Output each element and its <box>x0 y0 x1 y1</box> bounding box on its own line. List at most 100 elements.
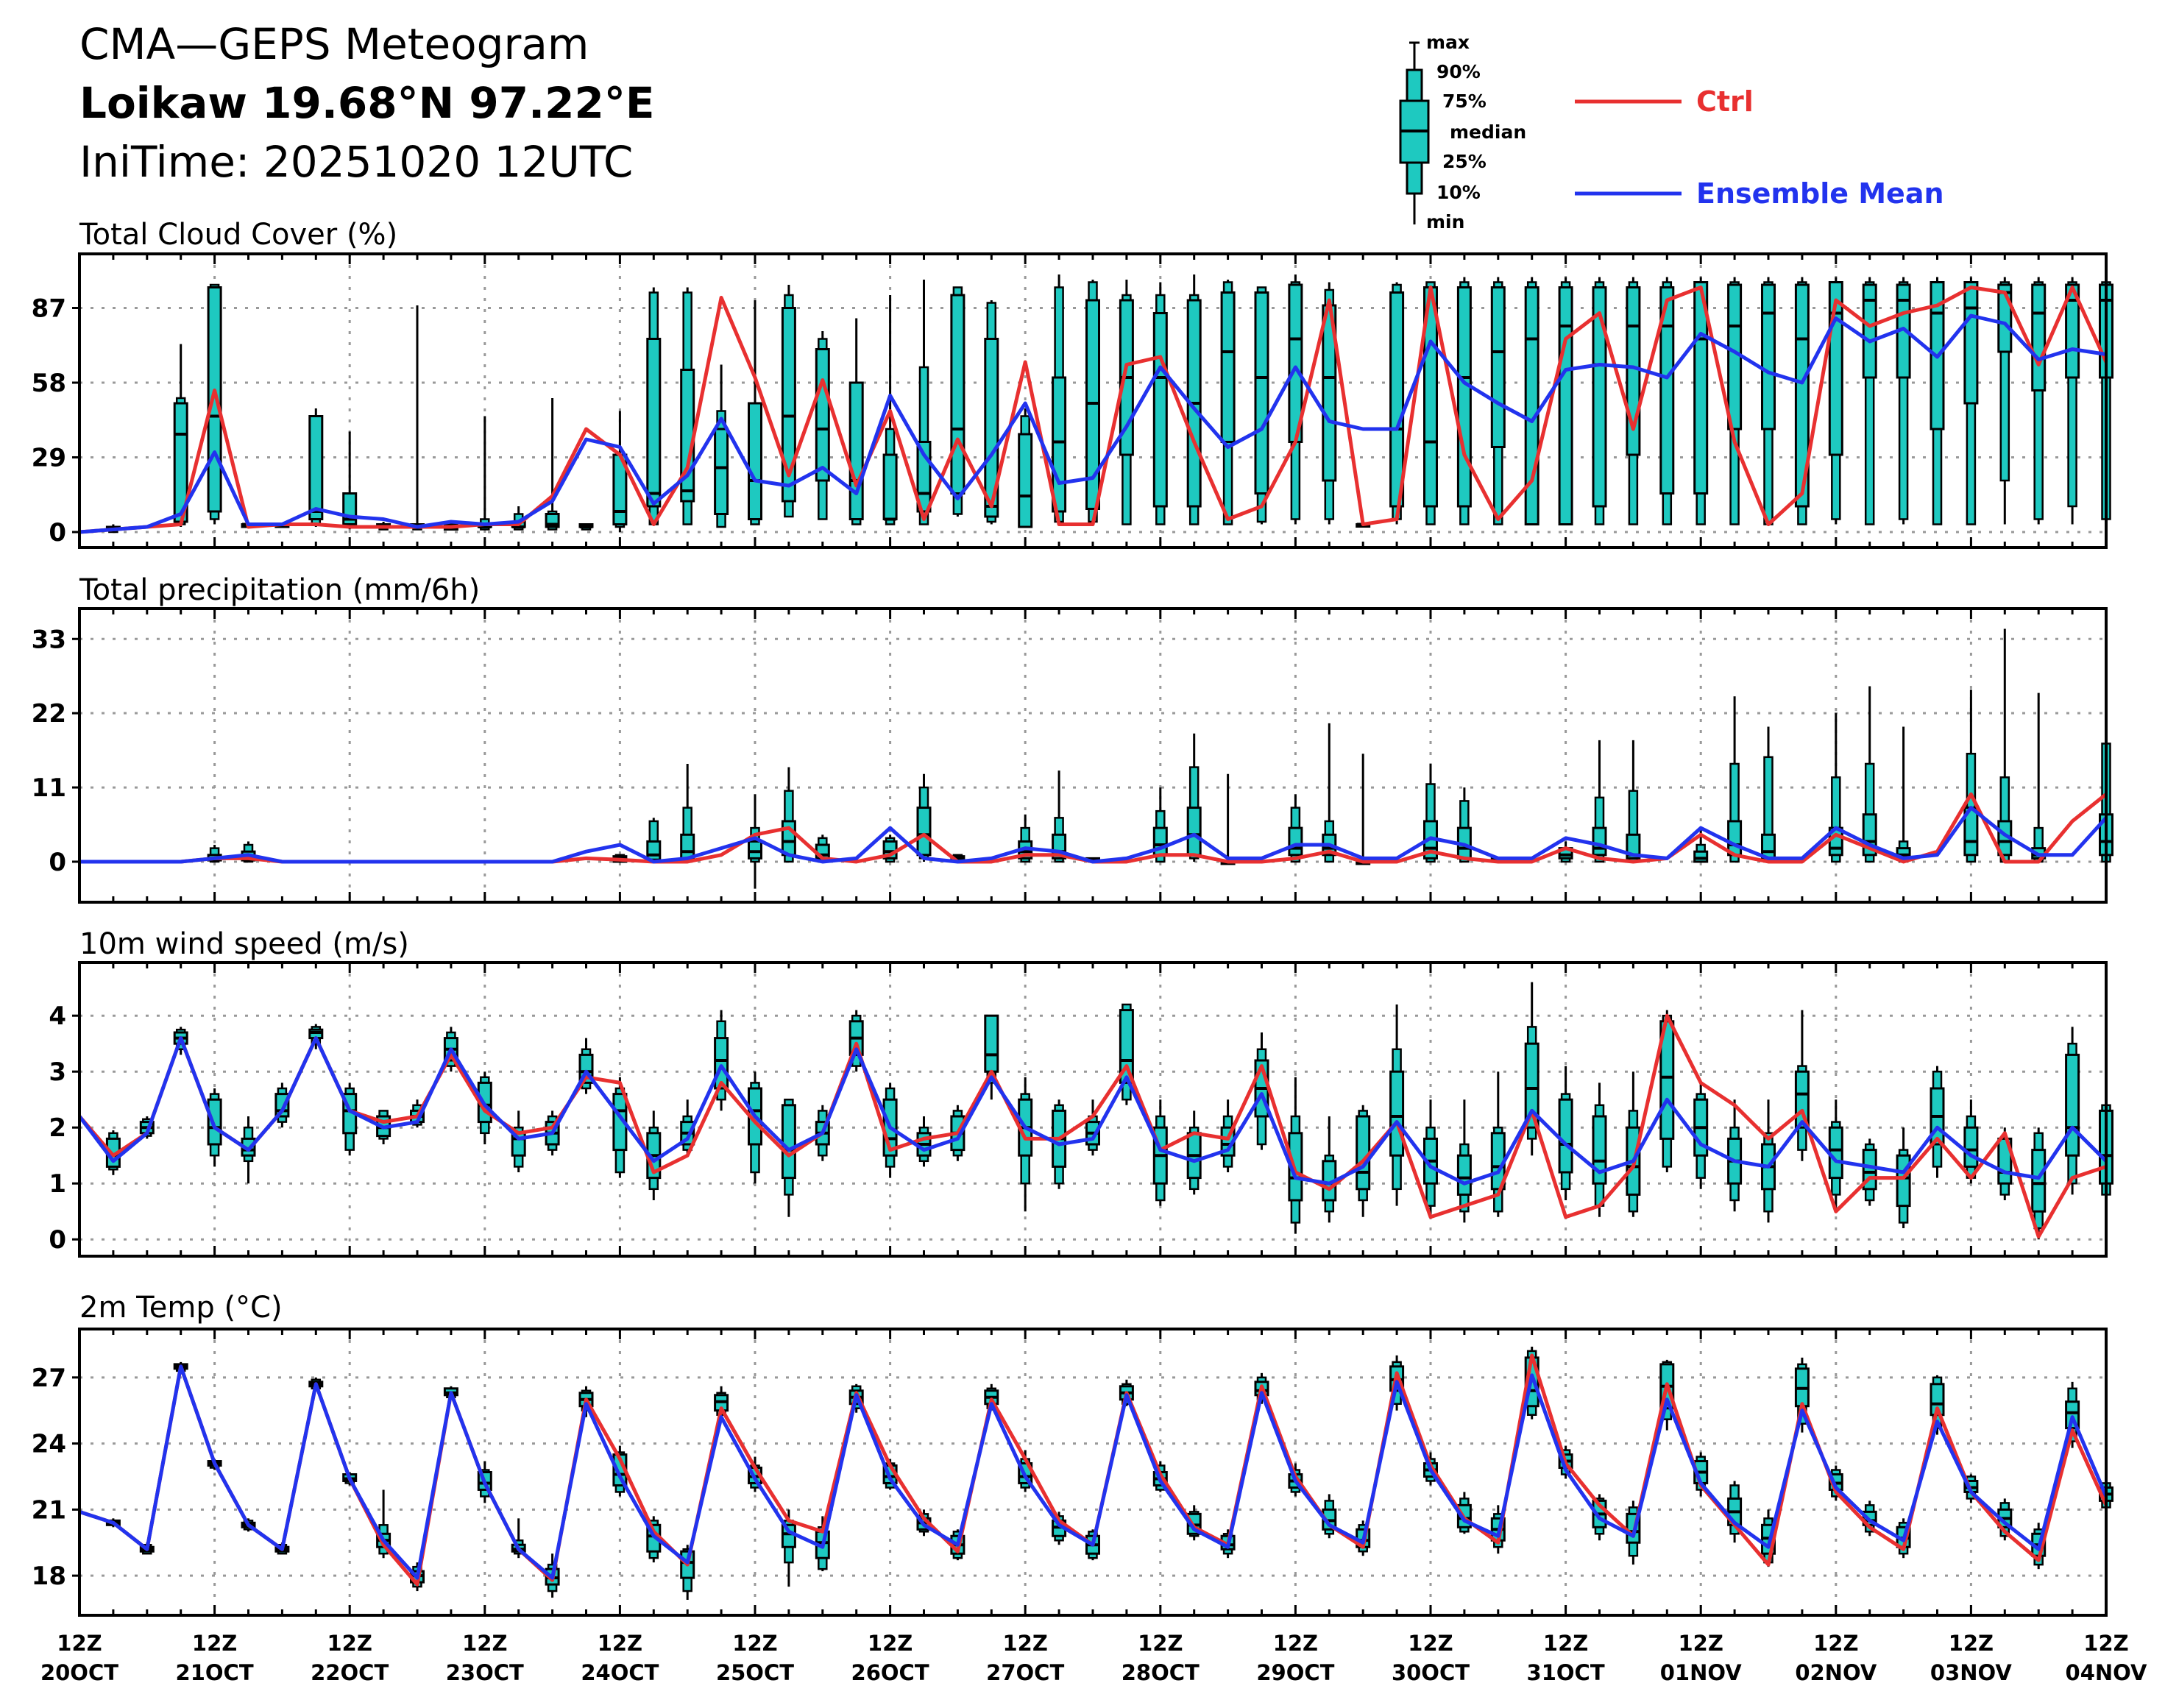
box-whisker <box>1186 1110 1202 1195</box>
box-10-90 <box>1864 281 1875 525</box>
box-whisker <box>1456 787 1472 863</box>
box-whisker <box>1558 277 1573 525</box>
location-label: Loikaw 19.68°N 97.22°E <box>79 78 654 128</box>
box-10-90 <box>1999 281 2010 482</box>
ensemble-mean-line <box>79 1364 2108 1580</box>
y-tick-label: 4 <box>49 1002 66 1031</box>
box-25-75 <box>2065 1053 2080 1157</box>
box-25-75 <box>815 348 830 482</box>
box-whisker <box>1896 277 1911 525</box>
box-25-75 <box>1119 1009 1134 1084</box>
box-25-75 <box>1186 807 1202 857</box>
boxplot-legend: max 90% 75% median 25% 10% min <box>1399 32 1526 233</box>
box-whisker <box>342 431 358 530</box>
box-whisker <box>1930 1066 1945 1178</box>
box-whisker <box>748 300 762 525</box>
box-whisker <box>916 280 932 525</box>
x-tick-label-time: 12Z <box>1273 1631 1318 1656</box>
box-whisker <box>1727 696 1743 863</box>
box-25-75 <box>1052 376 1067 513</box>
box-whisker <box>1727 1481 1743 1543</box>
legend-label-median: median <box>1450 121 1526 143</box>
y-tick-label: 3 <box>49 1057 66 1087</box>
box-25-75 <box>1524 1042 1539 1129</box>
box-whisker <box>1626 277 1641 525</box>
box-25-75 <box>950 294 965 495</box>
y-tick-label: 11 <box>32 773 66 803</box>
box-whisker <box>950 286 965 517</box>
box-25-75 <box>1389 1070 1405 1157</box>
ctrl-line <box>79 792 2108 864</box>
box-whisker <box>2031 692 2047 863</box>
panel-wind-speed: 10m wind speed (m/s) 0 1 2 3 4 <box>49 927 2113 1258</box>
box-25-75 <box>646 338 662 508</box>
x-tick-label-date: 26OCT <box>851 1660 929 1685</box>
x-tick-label-date: 27OCT <box>986 1660 1064 1685</box>
box-25-75 <box>1727 820 1743 857</box>
x-tick-label-date: 29OCT <box>1256 1660 1334 1685</box>
x-tick-label-date: 20OCT <box>40 1660 118 1685</box>
box-whisker <box>612 411 628 532</box>
box-whisker <box>1761 726 1776 863</box>
box-whisker <box>1997 277 2013 525</box>
box-whisker <box>1288 274 1303 525</box>
box-whisker <box>1186 274 1202 525</box>
box-25-75 <box>1963 1126 1979 1168</box>
y-tick-label: 2 <box>49 1113 66 1143</box>
box-10-90 <box>2033 281 2044 520</box>
ensemble-mean-line <box>78 1036 2108 1186</box>
legend-mean-label: Ensemble Mean <box>1696 177 1944 210</box>
x-tick-label-date: 21OCT <box>176 1660 254 1685</box>
x-tick-label-time: 12Z <box>1543 1631 1588 1656</box>
box-whisker <box>1558 1066 1573 1200</box>
box-whisker <box>1322 723 1337 863</box>
box-25-75 <box>984 338 999 518</box>
box-whisker <box>1862 1138 1877 1206</box>
x-tick-label-date: 02NOV <box>1795 1660 1877 1685</box>
box-whisker <box>2031 1127 2047 1240</box>
box-whisker <box>815 331 830 520</box>
box-25-75 <box>1356 1115 1371 1191</box>
box-whisker <box>1828 277 1843 525</box>
box-whisker <box>511 1110 526 1172</box>
box-whisker <box>1085 280 1100 525</box>
box-25-75 <box>714 428 729 515</box>
box-25-75 <box>1659 286 1675 495</box>
box-whisker <box>1018 408 1033 528</box>
box-whisker <box>646 287 662 525</box>
box-whisker <box>2031 277 2047 525</box>
x-tick-label-time: 12Z <box>1408 1631 1453 1656</box>
box-whisker <box>714 1010 729 1111</box>
y-tick-label: 0 <box>49 1225 66 1255</box>
box-whisker <box>848 1010 864 1072</box>
box-whisker <box>1018 1077 1033 1212</box>
box-whisker <box>680 763 695 863</box>
legend-label-25: 25% <box>1442 151 1487 172</box>
box-whisker <box>1727 1099 1743 1212</box>
box-whisker <box>1592 1082 1607 1217</box>
box-25-75 <box>1828 1126 1843 1180</box>
legend-label-min: min <box>1426 211 1464 233</box>
box-whisker <box>882 295 898 525</box>
box-whisker <box>916 773 932 862</box>
panel-cloud-cover: Total Cloud Cover (%) 0 29 58 87 <box>32 218 2113 549</box>
panel-temperature: 2m Temp (°C) 18 21 24 27 <box>32 1291 2113 1617</box>
box-whisker <box>1322 1116 1337 1223</box>
box-25-75 <box>1018 433 1033 528</box>
box-whisker <box>1119 1003 1134 1105</box>
box-25-75 <box>1592 286 1607 508</box>
ensemble-mean-line <box>79 806 2108 864</box>
box-25-75 <box>1693 850 1709 863</box>
legend-label-10: 10% <box>1436 182 1481 203</box>
x-tick-label-time: 12Z <box>1003 1631 1048 1656</box>
panel-title-wind-speed: 10m wind speed (m/s) <box>79 927 409 961</box>
box-25-75 <box>207 286 222 513</box>
box-whisker <box>680 287 695 525</box>
box-25-75 <box>1558 286 1573 525</box>
y-tick-label: 21 <box>32 1495 66 1525</box>
box-whisker <box>1456 1099 1472 1223</box>
y-tick-label: 22 <box>32 699 66 729</box>
box-whisker <box>781 1098 796 1217</box>
panel-title-temperature: 2m Temp (°C) <box>79 1291 283 1325</box>
box-whisker <box>714 364 729 528</box>
